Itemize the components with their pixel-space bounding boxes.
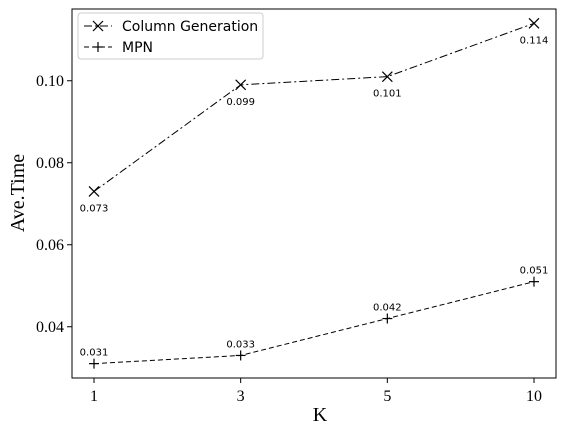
data-point-column-generation-2-stroke-b <box>381 71 393 83</box>
data-label-column-generation-2: 0.101 <box>373 89 402 100</box>
data-label-column-generation-1: 0.099 <box>226 97 255 108</box>
data-label-column-generation-3: 0.114 <box>520 35 549 46</box>
data-label-mpn-0: 0.031 <box>80 348 109 359</box>
legend-label-column-generation: Column Generation <box>122 19 258 35</box>
data-label-mpn-2: 0.042 <box>373 303 402 314</box>
data-point-column-generation-2 <box>381 71 393 83</box>
data-label-mpn-1: 0.033 <box>226 339 255 350</box>
legend-marker-column-generation <box>92 20 104 32</box>
x-tick-label-2: 5 <box>383 388 391 405</box>
y-axis-title: Ave.Time <box>7 154 29 232</box>
legend-frame <box>77 12 264 60</box>
legend-label-mpn: MPN <box>122 40 153 56</box>
data-point-column-generation-1-stroke-b <box>235 79 247 91</box>
legend: Column Generation MPN <box>77 12 264 60</box>
legend-marker-column-generation-stroke-b <box>92 20 104 32</box>
data-point-column-generation-3 <box>528 17 540 29</box>
x-tick-label-3: 10 <box>526 388 542 405</box>
data-point-column-generation-1 <box>235 79 247 91</box>
plot-frame <box>71 8 557 379</box>
data-point-column-generation-0 <box>88 186 100 197</box>
y-tick-label-1: 0.06 <box>36 237 64 254</box>
x-axis-title: K <box>313 404 328 424</box>
series-line-mpn <box>93 281 535 365</box>
legend-marker-mpn <box>93 42 103 52</box>
data-point-mpn-1 <box>235 350 246 361</box>
x-tick-label-1: 3 <box>237 388 245 405</box>
y-tick-label-0: 0.04 <box>36 319 64 336</box>
data-point-mpn-3 <box>529 276 539 287</box>
data-point-column-generation-0-stroke-b <box>88 186 100 197</box>
data-label-mpn-3: 0.051 <box>520 266 549 277</box>
data-point-mpn-0 <box>89 358 99 369</box>
series-line-column-generation <box>93 22 535 192</box>
data-point-column-generation-3-stroke-b <box>528 17 540 29</box>
data-label-column-generation-0: 0.073 <box>80 203 109 214</box>
y-tick-label-3: 0.10 <box>36 73 64 90</box>
data-point-mpn-2 <box>382 313 393 324</box>
x-tick-label-0: 1 <box>90 388 98 405</box>
y-tick-label-2: 0.08 <box>36 155 64 172</box>
